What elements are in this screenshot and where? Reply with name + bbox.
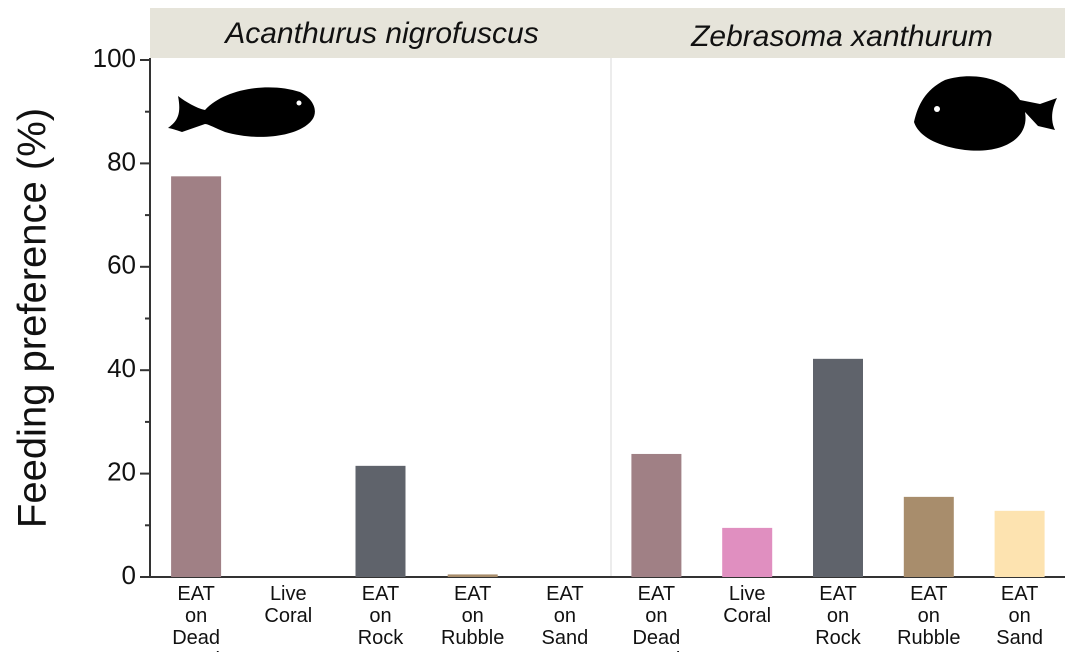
y-tick-label: 100 <box>93 43 136 73</box>
x-tick-label: EAT on Sand <box>515 583 615 649</box>
y-tick-label: 20 <box>107 456 136 486</box>
x-tick-label: Live Coral <box>697 583 797 627</box>
bar <box>904 497 954 577</box>
y-tick-label: 40 <box>107 353 136 383</box>
fish-eye <box>934 106 940 112</box>
x-tick-label: EAT on Dead Coral <box>606 583 706 652</box>
y-tick-label: 80 <box>107 146 136 176</box>
x-tick-label: EAT on Rock <box>331 583 431 649</box>
fish-icon <box>168 87 315 137</box>
x-tick-label: Live Coral <box>238 583 338 627</box>
bar <box>171 176 221 577</box>
bar <box>813 359 863 577</box>
y-axis-label: Feeding preference (%) <box>11 108 55 528</box>
fish-eye <box>297 101 302 106</box>
bar <box>448 574 498 577</box>
bar <box>722 528 772 577</box>
bar <box>356 466 406 577</box>
chart: Acanthurus nigrofuscus Zebrasoma xanthur… <box>0 0 1065 652</box>
y-tick-label: 0 <box>122 560 136 590</box>
fish-icon <box>914 76 1057 150</box>
x-tick-label: EAT on Rock <box>788 583 888 649</box>
figure: Acanthurus nigrofuscus Zebrasoma xanthur… <box>0 0 1065 652</box>
x-tick-label: EAT on Sand <box>970 583 1065 649</box>
bar <box>995 511 1045 577</box>
bar <box>631 454 681 577</box>
x-tick-label: EAT on Rubble <box>423 583 523 649</box>
y-tick-label: 60 <box>107 250 136 280</box>
panel-title: Acanthurus nigrofuscus <box>223 17 539 50</box>
panel-title: Zebrasoma xanthurum <box>690 20 993 53</box>
x-tick-label: EAT on Dead Coral <box>146 583 246 652</box>
x-tick-label: EAT on Rubble <box>879 583 979 649</box>
